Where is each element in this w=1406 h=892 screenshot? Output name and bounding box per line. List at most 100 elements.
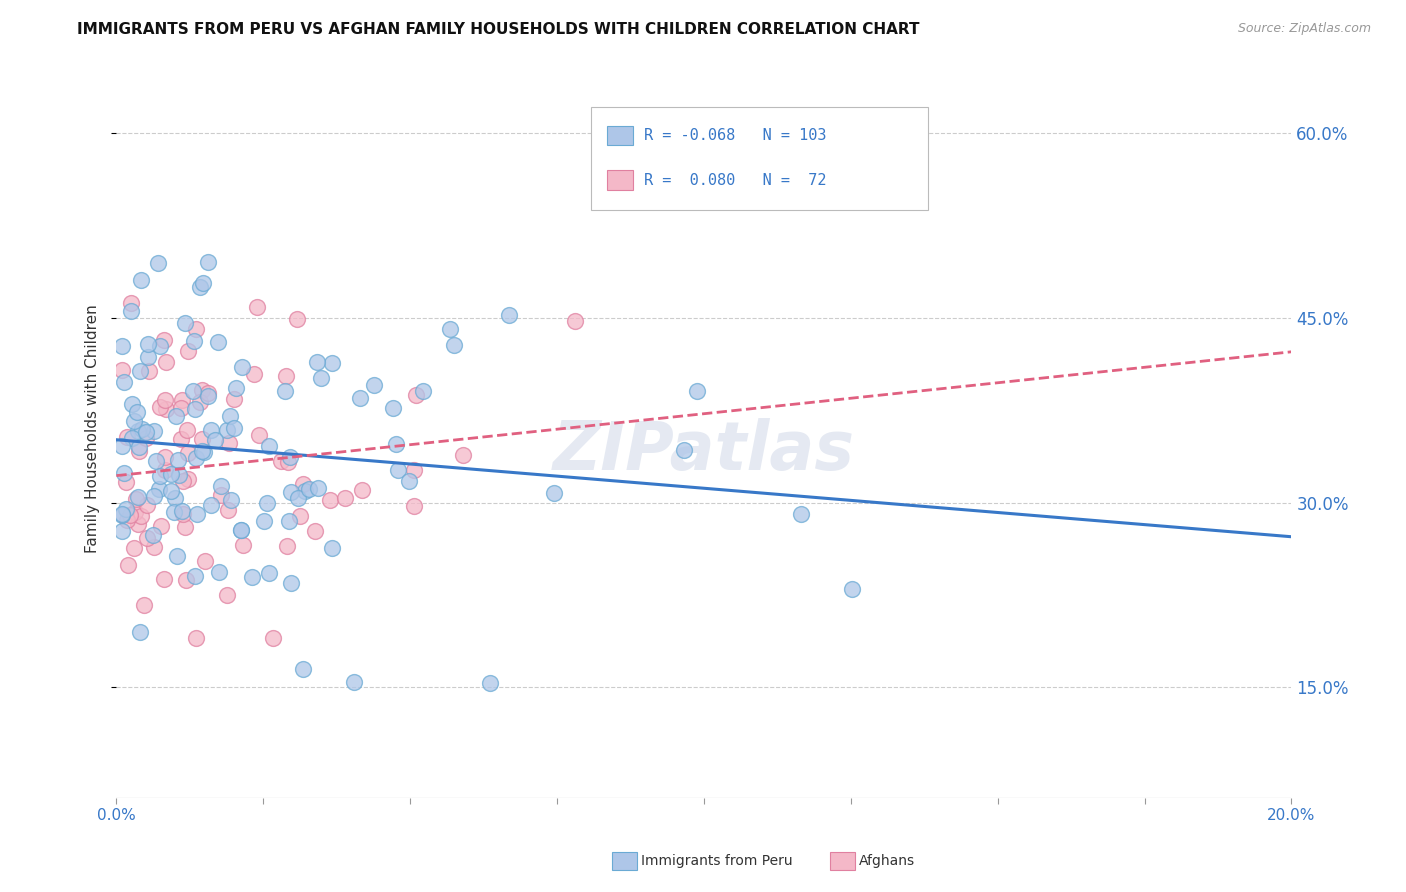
Point [209,479,232,493]
Text: R = -0.068   N = 103: R = -0.068 N = 103 [644,128,827,143]
Point [333,491,356,505]
Point [257,438,280,452]
Point [120,295,142,310]
Point [170,393,193,408]
Point [256,496,278,510]
Point [231,360,253,375]
Point [208,565,231,579]
Point [173,520,195,534]
Point [118,508,141,523]
Point [121,397,143,411]
Point [184,401,207,416]
Point [170,433,193,447]
Point [152,572,174,586]
Point [112,375,135,389]
Point [191,444,214,458]
Point [111,507,134,521]
Point [298,483,321,497]
Point [479,676,502,690]
Point [167,467,190,482]
Point [294,483,316,498]
Point [287,491,309,505]
Point [219,409,242,423]
Point [111,439,134,453]
Point [197,255,219,269]
Point [278,450,301,465]
Point [207,335,229,350]
Point [790,507,813,521]
Point [381,401,404,415]
Point [165,409,187,424]
Point [127,424,149,438]
Point [209,488,232,502]
Point [136,498,159,512]
Point [197,385,219,400]
Point [142,424,165,438]
Point [138,364,160,378]
Point [188,395,211,409]
Point [129,364,152,378]
Point [443,338,465,352]
Point [253,514,276,528]
Point [177,344,200,359]
Point [122,414,145,428]
Point [155,401,177,416]
Text: Afghans: Afghans [859,854,915,868]
Point [498,308,520,322]
Point [177,446,200,460]
Point [160,467,183,482]
Point [841,582,863,597]
Point [190,383,212,397]
Point [146,256,169,270]
Point [131,422,153,436]
Point [172,507,194,521]
Point [115,502,138,516]
Point [155,355,177,369]
Point [229,523,252,537]
Point [172,474,194,488]
Point [177,472,200,486]
Point [117,558,139,572]
Point [276,539,298,553]
Point [145,454,167,468]
Point [184,569,207,583]
Point [200,423,222,437]
Point [439,322,461,336]
Point [191,432,214,446]
Point [309,370,332,384]
Point [138,350,160,364]
Point [152,334,174,348]
Point [193,277,215,291]
Point [125,491,148,506]
Point [127,491,149,505]
Point [363,378,385,392]
Point [307,355,329,369]
Point [387,463,409,477]
Point [115,513,138,527]
Point [160,483,183,498]
Point [170,401,193,415]
Point [242,368,264,382]
Point [257,566,280,581]
Point [404,499,426,513]
Point [453,448,475,462]
Point [543,486,565,500]
Point [149,339,172,353]
Point [321,356,343,370]
Y-axis label: Family Households with Children: Family Households with Children [86,304,100,553]
Point [153,450,176,465]
Point [280,485,302,500]
Point [148,482,170,496]
Point [398,475,420,489]
Point [564,314,586,328]
Point [135,425,157,439]
Point [292,663,315,677]
Point [224,421,246,435]
Point [262,632,284,646]
Point [412,384,434,398]
Point [188,280,211,294]
Point [278,515,301,529]
Point [131,273,153,287]
Point [172,504,194,518]
Point [135,431,157,445]
